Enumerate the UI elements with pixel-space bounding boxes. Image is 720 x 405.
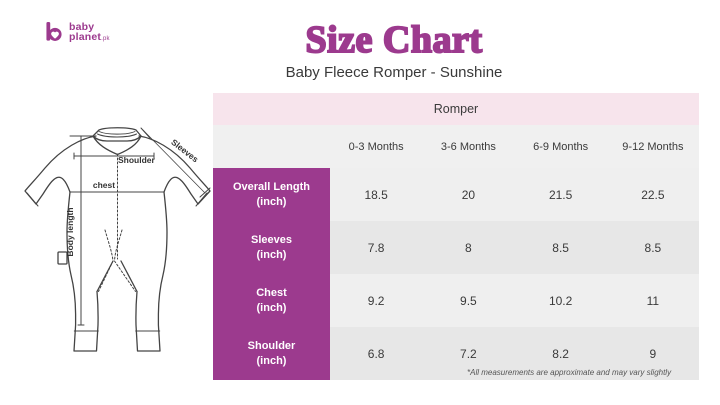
svg-text:chest: chest — [93, 180, 115, 190]
svg-text:Sleeves: Sleeves — [169, 137, 200, 165]
svg-text:Shoulder: Shoulder — [118, 155, 156, 165]
svg-text:Body length: Body length — [65, 207, 75, 256]
